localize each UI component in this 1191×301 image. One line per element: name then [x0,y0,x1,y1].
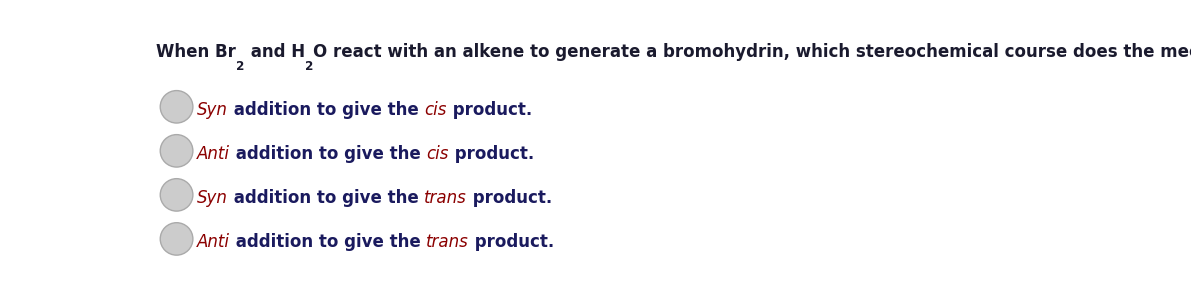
Text: product.: product. [447,101,532,119]
Text: addition to give the: addition to give the [227,189,424,207]
Text: product.: product. [467,189,553,207]
Text: addition to give the: addition to give the [227,101,424,119]
Text: 2: 2 [305,60,313,73]
Text: trans: trans [426,233,469,251]
Text: trans: trans [424,189,467,207]
Text: 2: 2 [236,60,244,73]
Text: O react with an alkene to generate a bromohydrin, which stereochemical course do: O react with an alkene to generate a bro… [313,43,1191,61]
Text: and H: and H [244,43,305,61]
Text: addition to give the: addition to give the [230,233,426,251]
Text: Anti: Anti [197,145,230,163]
Ellipse shape [161,91,193,123]
Text: product.: product. [469,233,554,251]
Text: Syn: Syn [197,189,227,207]
Text: cis: cis [424,101,447,119]
Ellipse shape [161,223,193,255]
Ellipse shape [161,179,193,211]
Text: addition to give the: addition to give the [230,145,426,163]
Text: Syn: Syn [197,101,227,119]
Ellipse shape [161,135,193,167]
Text: Anti: Anti [197,233,230,251]
Text: cis: cis [426,145,449,163]
Text: When Br: When Br [156,43,236,61]
Text: product.: product. [449,145,534,163]
